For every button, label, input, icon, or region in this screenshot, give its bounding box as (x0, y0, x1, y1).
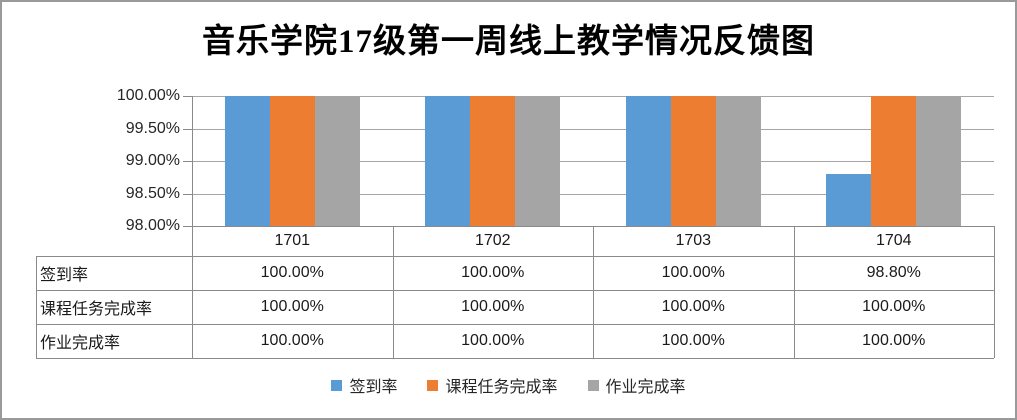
y-tick-label: 98.50% (125, 184, 180, 202)
y-axis-line (192, 96, 193, 358)
gridline (192, 193, 994, 195)
y-axis-tick (183, 96, 192, 97)
table-grid-hline (36, 324, 994, 325)
bar-作业完成率-1702 (515, 96, 561, 226)
table-grid-hline (36, 256, 994, 257)
bar-课程任务完成率-1704 (871, 96, 917, 226)
table-grid-hline (36, 290, 994, 291)
table-cell: 100.00% (461, 298, 525, 315)
table-grid-vline (36, 256, 37, 358)
bar-签到率-1703 (625, 96, 671, 226)
table-cell: 100.00% (661, 264, 725, 281)
table-header-cell: 1703 (675, 232, 712, 249)
bar-签到率-1702 (425, 96, 471, 226)
legend-label: 签到率 (349, 379, 398, 396)
y-axis-tick (183, 193, 192, 195)
bar-作业完成率-1704 (916, 96, 962, 226)
legend-item: 作业完成率 (587, 373, 686, 397)
y-tick-label: 100.00% (116, 87, 180, 104)
legend-label: 作业完成率 (605, 379, 686, 396)
table-grid-vline (793, 226, 795, 358)
legend: 签到率 课程任务完成率 作业完成率 (2, 372, 1015, 398)
legend-item: 签到率 (331, 373, 397, 397)
bar-课程任务完成率-1702 (470, 96, 516, 226)
gridline (192, 161, 994, 162)
table-cell: 100.00% (461, 332, 525, 349)
table-cell: 100.00% (862, 298, 926, 315)
gridline (192, 96, 994, 97)
table-row-label: 课程任务完成率 (40, 301, 153, 318)
gridline (192, 128, 994, 130)
table-cell: 100.00% (260, 332, 324, 349)
legend-swatch-icon (587, 379, 599, 391)
legend-item: 课程任务完成率 (427, 373, 558, 397)
table-cell: 100.00% (661, 298, 725, 315)
legend-label: 课程任务完成率 (445, 379, 558, 396)
table-row-label: 签到率 (40, 267, 89, 284)
table-row-label: 作业完成率 (40, 335, 121, 352)
legend-swatch-icon (427, 379, 439, 391)
table-cell: 100.00% (461, 264, 525, 281)
bar-作业完成率-1701 (314, 96, 360, 226)
table-grid-vline (392, 226, 394, 358)
y-tick-label: 99.50% (125, 119, 180, 137)
y-axis-tick (183, 161, 192, 162)
table-cell: 100.00% (260, 264, 324, 281)
bar-签到率-1701 (224, 96, 270, 226)
table-header-cell: 1701 (274, 232, 311, 249)
y-tick-label: 99.00% (125, 152, 180, 169)
table-cell: 100.00% (862, 332, 926, 349)
table-grid-hline (36, 358, 994, 359)
table-header-cell: 1702 (474, 232, 511, 249)
y-tick-label: 98.00% (125, 217, 180, 234)
bar-课程任务完成率-1701 (269, 96, 315, 226)
y-axis-tick (183, 128, 192, 130)
legend-swatch-icon (331, 379, 343, 391)
bar-作业完成率-1703 (715, 96, 761, 226)
chart-title: 音乐学院17级第一周线上教学情况反馈图 (202, 24, 815, 60)
table-header-cell: 1704 (875, 232, 912, 249)
bar-课程任务完成率-1703 (670, 96, 716, 226)
table-cell: 100.00% (661, 332, 725, 349)
table-cell: 100.00% (260, 298, 324, 315)
bar-签到率-1704 (826, 174, 872, 226)
table-grid-vline (593, 226, 594, 358)
table-cell: 98.80% (866, 264, 921, 281)
y-axis-tick (183, 226, 192, 227)
table-grid-vline (994, 226, 995, 358)
